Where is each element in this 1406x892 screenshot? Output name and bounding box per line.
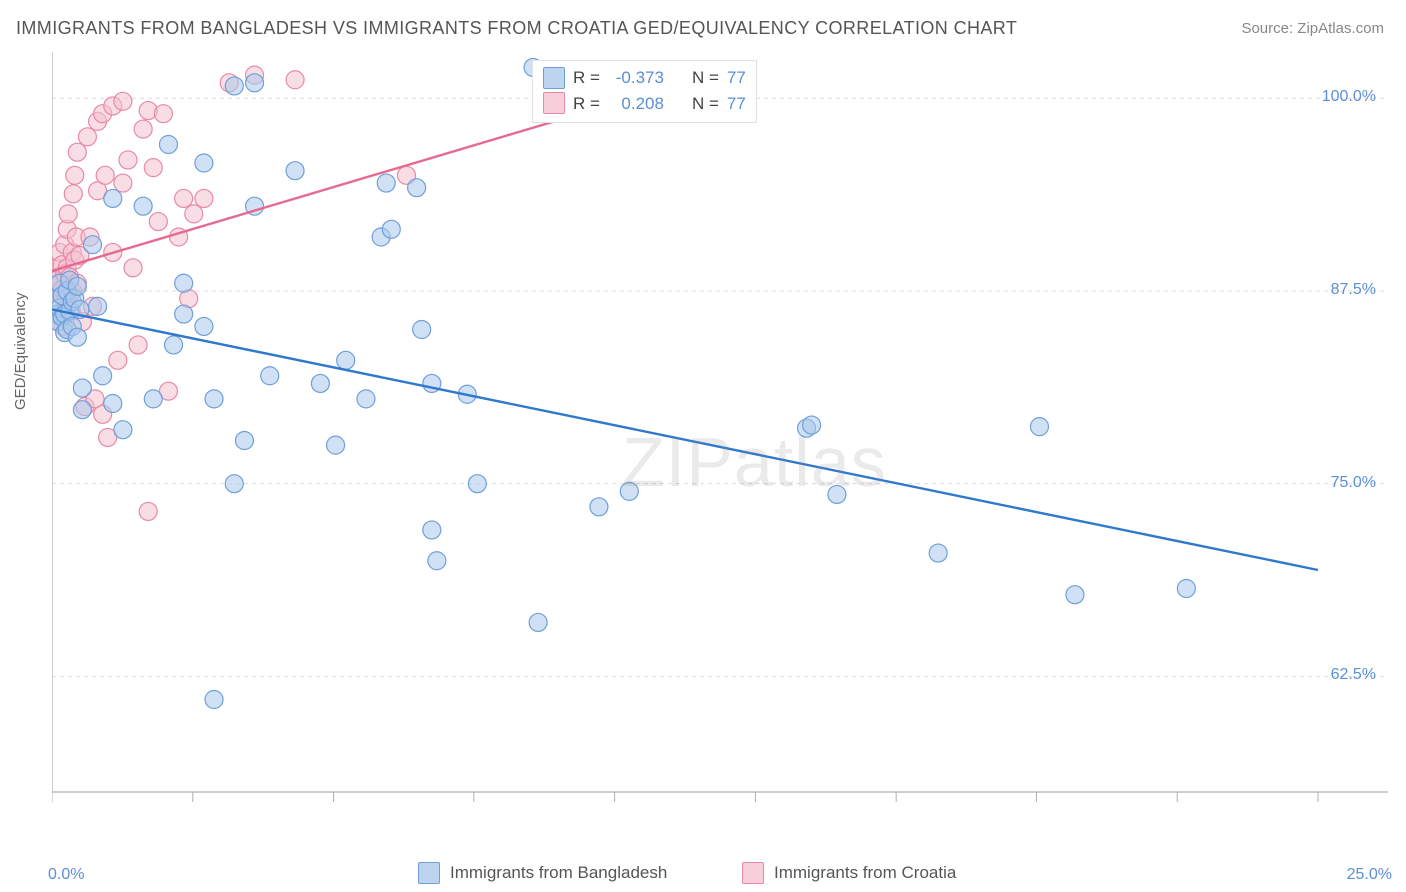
n-label: N = bbox=[692, 91, 719, 117]
scatter-svg bbox=[52, 52, 1388, 832]
y-tick-label: 100.0% bbox=[1322, 88, 1376, 106]
swatch-croatia bbox=[543, 92, 565, 114]
legend-label: Immigrants from Bangladesh bbox=[450, 863, 667, 883]
series-legend-bangladesh: Immigrants from Bangladesh bbox=[418, 862, 667, 884]
r-label: R = bbox=[573, 91, 600, 117]
r-value: 0.208 bbox=[608, 91, 664, 117]
n-value: 77 bbox=[727, 91, 746, 117]
y-tick-label: 75.0% bbox=[1331, 474, 1376, 492]
stats-row-croatia: R = 0.208 N = 77 bbox=[543, 91, 746, 117]
plot-area: ZIPatlas R = -0.373 N = 77 R = 0.208 N =… bbox=[52, 52, 1388, 832]
y-tick-label: 62.5% bbox=[1331, 666, 1376, 684]
y-tick-label: 87.5% bbox=[1331, 281, 1376, 299]
y-axis-label: GED/Equivalency bbox=[12, 292, 29, 410]
r-label: R = bbox=[573, 65, 600, 91]
chart-title: IMMIGRANTS FROM BANGLADESH VS IMMIGRANTS… bbox=[16, 18, 1017, 39]
x-tick-left: 0.0% bbox=[48, 866, 84, 884]
swatch-bangladesh bbox=[543, 67, 565, 89]
r-value: -0.373 bbox=[608, 65, 664, 91]
source-label: Source: ZipAtlas.com bbox=[1241, 20, 1384, 37]
stats-legend: R = -0.373 N = 77 R = 0.208 N = 77 bbox=[532, 60, 757, 123]
x-tick-right: 25.0% bbox=[1347, 866, 1392, 884]
series-legend-croatia: Immigrants from Croatia bbox=[742, 862, 956, 884]
stats-row-bangladesh: R = -0.373 N = 77 bbox=[543, 65, 746, 91]
legend-label: Immigrants from Croatia bbox=[774, 863, 956, 883]
n-label: N = bbox=[692, 65, 719, 91]
n-value: 77 bbox=[727, 65, 746, 91]
legend-swatch-croatia bbox=[742, 862, 764, 884]
legend-swatch-bangladesh bbox=[418, 862, 440, 884]
